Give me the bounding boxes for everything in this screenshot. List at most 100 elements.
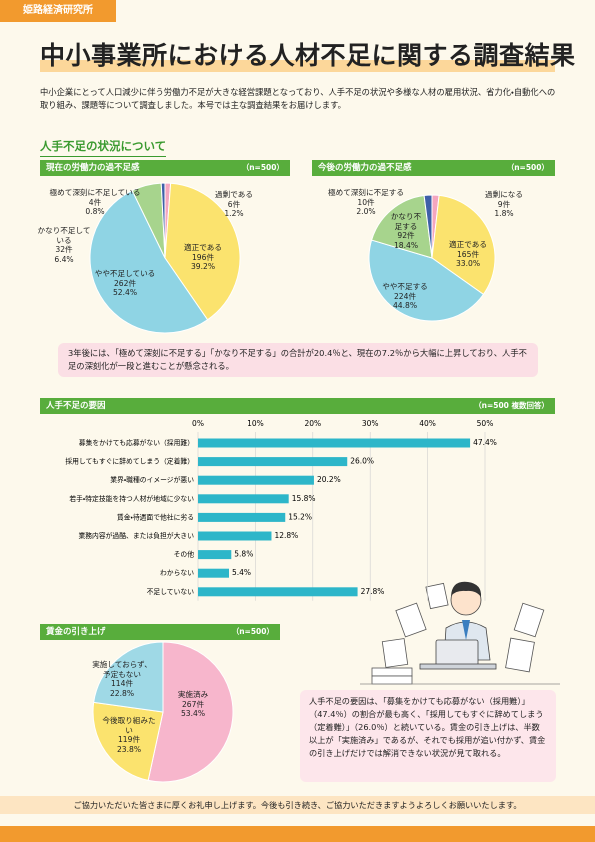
- bar: [198, 438, 471, 448]
- slice-percent: 0.8%: [85, 207, 105, 217]
- slice-label: 適正である 165件 33.0%: [443, 240, 493, 269]
- category-label: その他: [174, 550, 195, 559]
- slice-label: 今後取り組みたい 119件 23.8%: [101, 716, 157, 754]
- bottom-band: [0, 826, 595, 842]
- slice-count: 114件: [110, 679, 134, 689]
- slice-category: 今後取り組みたい: [102, 716, 156, 735]
- slice-percent: 2.0%: [356, 207, 376, 217]
- slice-count: 119件: [117, 735, 141, 745]
- slice-percent: 1.8%: [494, 209, 514, 219]
- slice-count: 6件: [227, 199, 241, 209]
- chart-title: 人手不足の要因: [46, 401, 106, 411]
- value-label: 15.2%: [288, 512, 312, 521]
- slice-percent: 33.0%: [455, 259, 481, 269]
- title-highlight: [40, 60, 555, 72]
- slice-label: 過剰である 6件 1.2%: [204, 190, 264, 219]
- slice-percent: 39.2%: [190, 262, 216, 272]
- bar: [198, 494, 289, 504]
- category-label: わからない: [160, 569, 194, 577]
- slice-count: 267件: [181, 699, 205, 709]
- x-tick-label: 20%: [304, 419, 321, 428]
- summary-box: 人手不足の要因は、「募集をかけても応募がない（採用難）」（47.4％）の割合が最…: [300, 690, 556, 782]
- pie-slice: [368, 239, 485, 322]
- slice-count: 165件: [456, 249, 480, 259]
- x-tick-label: 50%: [477, 419, 494, 428]
- slice-category: 過剰になる: [485, 190, 523, 199]
- illustration: [360, 581, 560, 685]
- footer: ご協力いただいた皆さまに厚くお礼申し上げます。今後も引き続き、ご協力いただきます…: [0, 796, 595, 814]
- slice-category: やや不足している: [94, 269, 156, 278]
- x-tick-label: 30%: [362, 419, 379, 428]
- slice-category: 適正である: [184, 243, 222, 252]
- slice-label: やや不足している 262件 52.4%: [90, 269, 160, 298]
- pie-slice: [92, 701, 164, 782]
- slice-category: やや不足する: [382, 282, 428, 291]
- chart-title: 現在の労働力の過不足感: [46, 163, 140, 173]
- category-label: 不足していない: [147, 588, 195, 596]
- slice-percent: 6.4%: [54, 254, 74, 264]
- bar: [198, 457, 348, 467]
- pie-slice: [93, 641, 164, 713]
- slice-label: 過剰になる 9件 1.8%: [479, 190, 529, 219]
- pie-slice: [431, 194, 496, 296]
- value-label: 26.0%: [350, 457, 374, 466]
- slice-category: 実施済み: [177, 690, 209, 699]
- slice-count: 4件: [88, 197, 102, 207]
- x-tick-label: 0%: [192, 419, 204, 428]
- bar: [198, 475, 314, 485]
- sample-size: （n=500）: [506, 163, 549, 172]
- sample-size: （n=500 複数回答）: [474, 401, 549, 410]
- slice-percent: 52.4%: [112, 288, 138, 298]
- value-label: 12.8%: [274, 531, 298, 540]
- sample-size: （n=500）: [231, 627, 274, 636]
- chart-header: 今後の労働力の過不足感 （n=500）: [312, 160, 555, 176]
- slice-label: やや不足する 224件 44.8%: [380, 282, 430, 311]
- slice-count: 224件: [393, 291, 417, 301]
- bar: [198, 550, 232, 560]
- section-title: 人手不足の状況について: [40, 138, 167, 157]
- slice-category: 極めて深刻に不足する: [328, 188, 404, 197]
- pie-slice: [164, 182, 241, 321]
- slice-label: かなり不足している 32件 6.4%: [34, 226, 94, 264]
- slice-percent: 23.8%: [116, 744, 142, 754]
- bar: [198, 531, 272, 541]
- slice-label: 極めて深刻に不足している 4件 0.8%: [35, 188, 155, 217]
- slice-count: 10件: [357, 197, 375, 207]
- category-label: 募集をかけても応募がない（採用難）: [79, 438, 194, 447]
- value-label: 15.8%: [292, 494, 316, 503]
- category-label: 業務内容が過酷、または負担が大きい: [78, 531, 194, 540]
- slice-label: 実施しておらず、予定もない 114件 22.8%: [90, 660, 154, 698]
- slice-category: かなり不足している: [37, 226, 91, 245]
- intro: 中小企業にとって人口減少に伴う労働力不足が大きな経営課題となっており、人手不足の…: [40, 87, 556, 110]
- bar: [198, 587, 358, 597]
- slice-percent: 22.8%: [109, 688, 135, 698]
- slice-label: 極めて深刻に不足する 10件 2.0%: [316, 188, 416, 217]
- slice-category: かなり不足する: [390, 212, 422, 231]
- slice-count: 92件: [397, 231, 415, 241]
- slice-category: 適正である: [449, 240, 487, 249]
- chart-title: 今後の労働力の過不足感: [318, 163, 412, 173]
- slice-count: 32件: [55, 245, 73, 255]
- chart-header: 賃金の引き上げ （n=500）: [40, 624, 280, 640]
- x-tick-label: 40%: [419, 419, 436, 428]
- chart-header: 人手不足の要因 （n=500 複数回答）: [40, 398, 555, 414]
- slice-label: 実施済み 267件 53.4%: [168, 690, 218, 719]
- value-label: 5.8%: [234, 550, 253, 559]
- slice-count: 262件: [113, 278, 137, 288]
- org-label: 姫路経済研究所: [0, 0, 116, 22]
- comment-box: 3年後には、「極めて深刻に不足する」「かなり不足する」の合計が20.4％と、現在…: [58, 343, 538, 377]
- pie-slice: [160, 182, 166, 259]
- pie-slice: [423, 194, 433, 259]
- slice-category: 過剰である: [215, 190, 253, 199]
- x-tick-label: 10%: [247, 419, 264, 428]
- category-label: 採用してもすぐに辞めてしまう（定着難）: [65, 457, 194, 466]
- value-label: 47.4%: [473, 438, 497, 447]
- slice-percent: 44.8%: [392, 301, 418, 311]
- slice-label: かなり不足する 92件 18.4%: [388, 212, 424, 250]
- slice-category: 実施しておらず、予定もない: [92, 660, 152, 679]
- pie-slice: [89, 189, 209, 334]
- bar: [198, 568, 229, 578]
- pie-slice: [147, 641, 234, 783]
